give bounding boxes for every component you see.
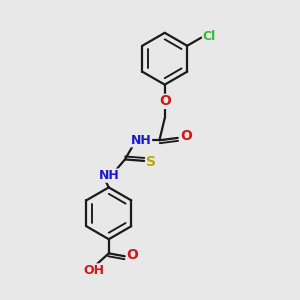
Text: O: O	[159, 94, 171, 108]
Text: NH: NH	[131, 134, 152, 147]
Text: O: O	[180, 130, 192, 143]
Text: OH: OH	[83, 264, 104, 277]
Text: O: O	[126, 248, 138, 262]
Text: S: S	[146, 155, 157, 170]
Text: NH: NH	[98, 169, 119, 182]
Text: Cl: Cl	[203, 30, 216, 43]
